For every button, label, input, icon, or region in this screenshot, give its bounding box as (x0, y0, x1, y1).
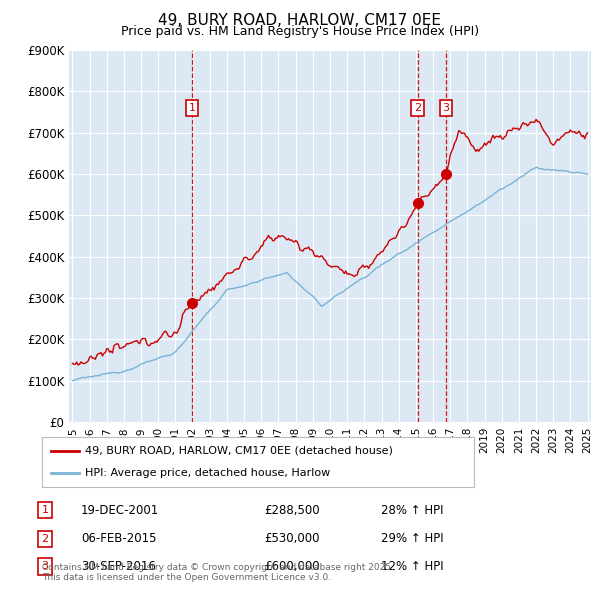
Text: 3: 3 (442, 103, 449, 113)
Text: 06-FEB-2015: 06-FEB-2015 (81, 532, 157, 545)
Text: 49, BURY ROAD, HARLOW, CM17 0EE (detached house): 49, BURY ROAD, HARLOW, CM17 0EE (detache… (85, 445, 393, 455)
Text: HPI: Average price, detached house, Harlow: HPI: Average price, detached house, Harl… (85, 468, 331, 478)
Text: 49, BURY ROAD, HARLOW, CM17 0EE: 49, BURY ROAD, HARLOW, CM17 0EE (158, 13, 442, 28)
Text: £600,000: £600,000 (264, 560, 320, 573)
Text: 29% ↑ HPI: 29% ↑ HPI (381, 532, 443, 545)
Text: Price paid vs. HM Land Registry's House Price Index (HPI): Price paid vs. HM Land Registry's House … (121, 25, 479, 38)
Text: £288,500: £288,500 (264, 504, 320, 517)
Text: 3: 3 (41, 562, 49, 571)
Text: 12% ↑ HPI: 12% ↑ HPI (381, 560, 443, 573)
Text: 1: 1 (41, 506, 49, 515)
Text: 2: 2 (41, 534, 49, 543)
Text: 19-DEC-2001: 19-DEC-2001 (81, 504, 159, 517)
Text: 1: 1 (188, 103, 196, 113)
Text: 30-SEP-2016: 30-SEP-2016 (81, 560, 156, 573)
Text: £530,000: £530,000 (264, 532, 320, 545)
Text: 2: 2 (414, 103, 421, 113)
Text: Contains HM Land Registry data © Crown copyright and database right 2025.
This d: Contains HM Land Registry data © Crown c… (42, 563, 394, 582)
Text: 28% ↑ HPI: 28% ↑ HPI (381, 504, 443, 517)
